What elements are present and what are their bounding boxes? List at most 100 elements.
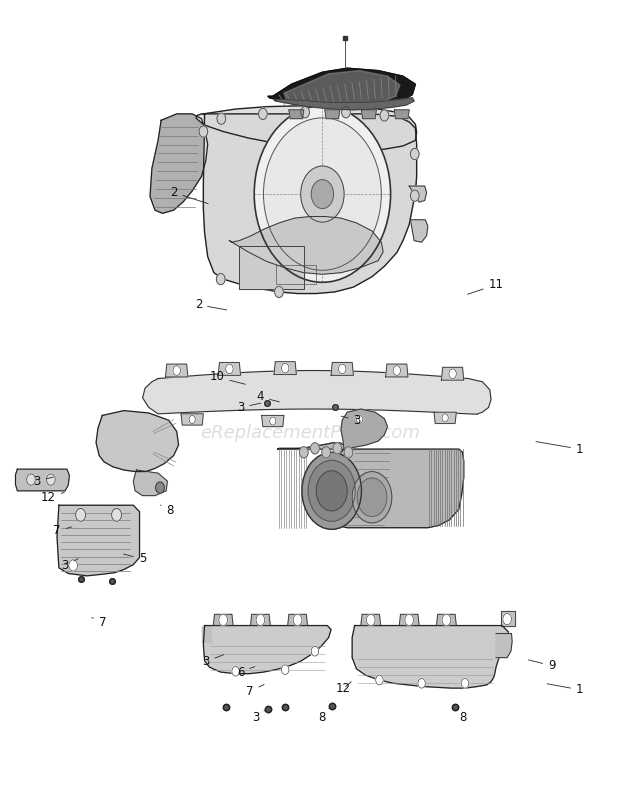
Polygon shape xyxy=(325,110,340,119)
Polygon shape xyxy=(268,68,415,107)
Circle shape xyxy=(259,108,267,119)
Text: 3: 3 xyxy=(252,710,265,724)
Circle shape xyxy=(342,107,350,118)
Circle shape xyxy=(264,118,381,270)
Circle shape xyxy=(232,666,239,676)
Circle shape xyxy=(322,447,330,458)
Text: 6: 6 xyxy=(237,666,255,678)
Polygon shape xyxy=(133,470,167,496)
Circle shape xyxy=(418,678,425,688)
Polygon shape xyxy=(361,614,381,626)
Text: 5: 5 xyxy=(123,553,146,565)
Polygon shape xyxy=(409,186,427,202)
Circle shape xyxy=(311,646,319,656)
Circle shape xyxy=(112,508,122,521)
Text: 1: 1 xyxy=(536,442,583,456)
Polygon shape xyxy=(434,412,456,423)
Polygon shape xyxy=(352,626,508,688)
Polygon shape xyxy=(348,414,371,425)
Polygon shape xyxy=(239,246,304,289)
Circle shape xyxy=(410,190,419,201)
Polygon shape xyxy=(96,411,179,472)
Circle shape xyxy=(199,126,208,137)
Text: 2: 2 xyxy=(195,298,227,311)
Text: 8: 8 xyxy=(161,504,174,517)
Text: 8: 8 xyxy=(453,707,466,724)
Text: 7: 7 xyxy=(92,616,106,629)
Circle shape xyxy=(311,443,319,454)
Polygon shape xyxy=(288,614,308,626)
Circle shape xyxy=(311,180,334,209)
Polygon shape xyxy=(331,363,353,375)
Polygon shape xyxy=(218,363,241,375)
Polygon shape xyxy=(394,110,409,119)
Text: 3: 3 xyxy=(237,401,261,414)
Polygon shape xyxy=(436,614,456,626)
Text: 11: 11 xyxy=(467,278,503,294)
Circle shape xyxy=(380,110,389,121)
Circle shape xyxy=(461,678,469,688)
Circle shape xyxy=(449,369,456,379)
Polygon shape xyxy=(203,626,331,674)
Circle shape xyxy=(216,273,225,285)
Polygon shape xyxy=(166,364,188,377)
Circle shape xyxy=(376,675,383,685)
Circle shape xyxy=(156,482,164,493)
Text: 10: 10 xyxy=(210,371,246,384)
Text: 3: 3 xyxy=(202,654,224,668)
Polygon shape xyxy=(274,98,414,110)
Text: 4: 4 xyxy=(257,391,280,403)
Circle shape xyxy=(76,508,86,521)
Circle shape xyxy=(226,364,233,374)
Circle shape xyxy=(333,443,342,454)
Text: 8: 8 xyxy=(319,707,330,724)
Circle shape xyxy=(270,417,276,425)
Circle shape xyxy=(352,472,392,523)
Circle shape xyxy=(293,614,302,626)
Text: 3: 3 xyxy=(61,559,78,572)
Text: 2: 2 xyxy=(170,186,208,204)
Text: 3: 3 xyxy=(33,475,53,488)
Circle shape xyxy=(301,166,344,222)
Polygon shape xyxy=(501,611,515,626)
Polygon shape xyxy=(386,364,408,377)
Text: 9: 9 xyxy=(528,659,556,672)
Circle shape xyxy=(301,107,309,118)
Polygon shape xyxy=(229,217,383,274)
Circle shape xyxy=(27,474,35,485)
Polygon shape xyxy=(181,414,203,425)
Circle shape xyxy=(275,286,283,298)
Polygon shape xyxy=(196,106,417,151)
Text: 1: 1 xyxy=(547,683,583,696)
Circle shape xyxy=(281,665,289,674)
Circle shape xyxy=(219,614,228,626)
Circle shape xyxy=(393,366,401,375)
Polygon shape xyxy=(57,505,140,576)
Circle shape xyxy=(410,148,419,160)
Polygon shape xyxy=(496,634,512,658)
Polygon shape xyxy=(361,110,376,119)
Circle shape xyxy=(299,447,308,458)
Circle shape xyxy=(256,614,265,626)
Circle shape xyxy=(503,614,512,625)
Circle shape xyxy=(173,366,180,375)
Circle shape xyxy=(69,560,78,571)
Polygon shape xyxy=(262,415,284,427)
Circle shape xyxy=(217,113,226,124)
Polygon shape xyxy=(341,409,388,449)
Polygon shape xyxy=(250,614,270,626)
Circle shape xyxy=(366,614,375,626)
Polygon shape xyxy=(213,614,233,626)
Circle shape xyxy=(339,364,346,374)
Polygon shape xyxy=(278,443,464,528)
Polygon shape xyxy=(289,110,304,119)
Polygon shape xyxy=(143,371,491,415)
Polygon shape xyxy=(150,114,208,213)
Text: 7: 7 xyxy=(53,525,72,537)
Circle shape xyxy=(442,614,451,626)
Polygon shape xyxy=(441,367,464,380)
Polygon shape xyxy=(203,114,417,294)
Circle shape xyxy=(405,614,414,626)
Text: 7: 7 xyxy=(246,684,264,698)
Circle shape xyxy=(302,452,361,529)
